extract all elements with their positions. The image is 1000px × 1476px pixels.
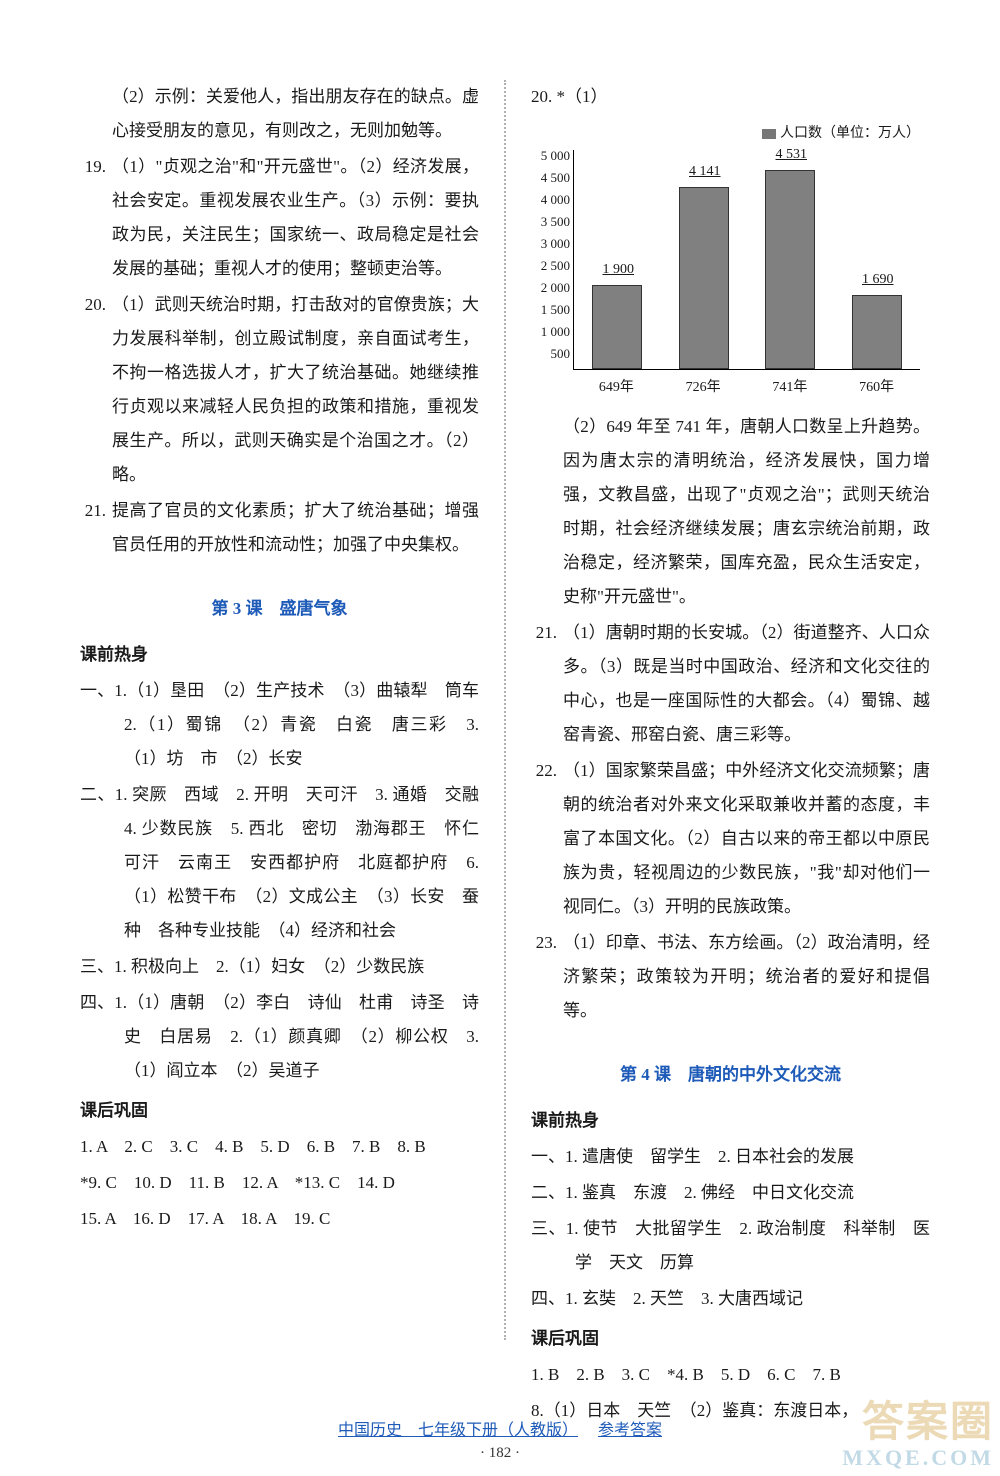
x-axis-labels: 649年726年741年760年	[573, 374, 920, 402]
text: （1）国家繁荣昌盛；中外经济文化交流频繁；唐朝的统治者对外来文化采取兼收并蓄的态…	[563, 754, 930, 924]
l3-sec4: 四、1.（1）唐朝 （2）李白 诗仙 杜甫 诗圣 诗史 白居易 2.（1）颜真卿…	[80, 986, 479, 1088]
l4-sec4: 四、1. 玄奘 2. 天竺 3. 大唐西域记	[531, 1282, 930, 1316]
consolidate-heading: 课后巩固	[80, 1094, 479, 1128]
answer-21r: 21. （1）唐朝时期的长安城。（2）街道整齐、人口众多。（3）既是当时中国政治…	[531, 616, 930, 752]
answer-19: 19. （1）"贞观之治"和"开元盛世"。（2）经济发展，社会安定。重视发展农业…	[80, 150, 479, 286]
num: 19.	[80, 150, 112, 286]
answer-20-head: 20. *（1）	[531, 80, 930, 114]
right-column: 20. *（1） 人口数（单位：万人） 5001 0001 5002 0002 …	[531, 80, 930, 1340]
answer-21: 21. 提高了官员的文化素质；扩大了统治基础；增强官员任用的开放性和流动性；加强…	[80, 494, 479, 562]
answer-18-2: （2）示例：关爱他人，指出朋友存在的缺点。虚心接受朋友的意见，有则改之，无则加勉…	[80, 80, 479, 148]
num: 22.	[531, 754, 563, 924]
answer-23: 23. （1）印章、书法、东方绘画。（2）政治清明，经济繁荣；政策较为开明；统治…	[531, 926, 930, 1028]
l3-answers-row3: 15. A 16. D 17. A 18. A 19. C	[80, 1202, 479, 1236]
population-chart: 人口数（单位：万人） 5001 0001 5002 0002 5003 0003…	[531, 120, 930, 402]
l3-sec1: 一、1.（1）垦田 （2）生产技术 （3）曲辕犁 筒车 2.（1）蜀锦 （2）青…	[80, 674, 479, 776]
num: 20.	[80, 288, 112, 492]
bar-value-label: 4 531	[756, 141, 826, 169]
x-label: 741年	[747, 374, 834, 402]
text: （2）示例：关爱他人，指出朋友存在的缺点。虚心接受朋友的意见，有则改之，无则加勉…	[112, 80, 479, 148]
legend-swatch	[762, 129, 776, 139]
bar: 1 900	[592, 285, 642, 369]
answer-20: 20. （1）武则天统治时期，打击敌对的官僚贵族；大力发展科举制，创立殿试制度，…	[80, 288, 479, 492]
x-label: 760年	[833, 374, 920, 402]
num: 21.	[80, 494, 112, 562]
l3-answers-row1: 1. A 2. C 3. C 4. B 5. D 6. B 7. B 8. B	[80, 1130, 479, 1164]
l3-answers-row2: *9. C 10. D 11. B 12. A *13. C 14. D	[80, 1166, 479, 1200]
lesson-4-title: 第 4 课 唐朝的中外文化交流	[531, 1058, 930, 1092]
left-column: （2）示例：关爱他人，指出朋友存在的缺点。虚心接受朋友的意见，有则改之，无则加勉…	[80, 80, 479, 1340]
bar: 4 531	[765, 170, 815, 369]
bar-value-label: 1 900	[583, 256, 653, 284]
bar-value-label: 1 690	[843, 266, 913, 294]
text: （2）649 年至 741 年，唐朝人口数呈上升趋势。因为唐太宗的清明统治，经济…	[563, 410, 930, 614]
text: 提高了官员的文化素质；扩大了统治基础；增强官员任用的开放性和流动性；加强了中央集…	[112, 494, 479, 562]
text: （1）印章、书法、东方绘画。（2）政治清明，经济繁荣；政策较为开明；统治者的爱好…	[563, 926, 930, 1028]
num: 21.	[531, 616, 563, 752]
num: 23.	[531, 926, 563, 1028]
bar-chart-area: 5001 0001 5002 0002 5003 0003 5004 0004 …	[573, 150, 920, 370]
answer-22: 22. （1）国家繁荣昌盛；中外经济文化交流频繁；唐朝的统治者对外来文化采取兼收…	[531, 754, 930, 924]
bar-value-label: 4 141	[670, 158, 740, 186]
y-tick: 5 000	[530, 143, 570, 169]
warmup-heading-r: 课前热身	[531, 1104, 930, 1138]
x-label: 649年	[573, 374, 660, 402]
x-label: 726年	[660, 374, 747, 402]
l4-answers-row1: 1. B 2. B 3. C *4. B 5. D 6. C 7. B	[531, 1358, 930, 1392]
text: （1）武则天统治时期，打击敌对的官僚贵族；大力发展科举制，创立殿试制度，亲自面试…	[112, 288, 479, 492]
l4-sec1: 一、1. 遣唐使 留学生 2. 日本社会的发展	[531, 1140, 930, 1174]
chart-legend: 人口数（单位：万人）	[531, 120, 930, 148]
text: （1）"贞观之治"和"开元盛世"。（2）经济发展，社会安定。重视发展农业生产。（…	[112, 150, 479, 286]
l3-sec2: 二、1. 突厥 西域 2. 开明 天可汗 3. 通婚 交融 4. 少数民族 5.…	[80, 778, 479, 948]
l3-sec3: 三、1. 积极向上 2.（1）妇女 （2）少数民族	[80, 950, 479, 984]
lesson-3-title: 第 3 课 盛唐气象	[80, 592, 479, 626]
warmup-heading: 课前热身	[80, 638, 479, 672]
bar: 4 141	[679, 187, 729, 369]
watermark-top: 答案圈	[842, 1400, 994, 1446]
l4-sec2: 二、1. 鉴真 东渡 2. 佛经 中日文化交流	[531, 1176, 930, 1210]
consolidate-heading-r: 课后巩固	[531, 1322, 930, 1356]
answer-20-2: （2）649 年至 741 年，唐朝人口数呈上升趋势。因为唐太宗的清明统治，经济…	[531, 410, 930, 614]
text: （1）唐朝时期的长安城。（2）街道整齐、人口众多。（3）既是当时中国政治、经济和…	[563, 616, 930, 752]
column-divider	[504, 80, 506, 1340]
l4-sec3: 三、1. 使节 大批留学生 2. 政治制度 科举制 医学 天文 历算	[531, 1212, 930, 1280]
watermark: 答案圈 MXQE.COM	[842, 1400, 994, 1470]
footer-section: 参考答案	[598, 1422, 662, 1439]
watermark-bottom: MXQE.COM	[842, 1446, 994, 1470]
legend-text: 人口数（单位：万人）	[780, 126, 920, 141]
bar: 1 690	[852, 295, 902, 369]
two-column-layout: （2）示例：关爱他人，指出朋友存在的缺点。虚心接受朋友的意见，有则改之，无则加勉…	[80, 80, 930, 1340]
footer-book: 中国历史 七年级下册（人教版）	[338, 1422, 578, 1439]
